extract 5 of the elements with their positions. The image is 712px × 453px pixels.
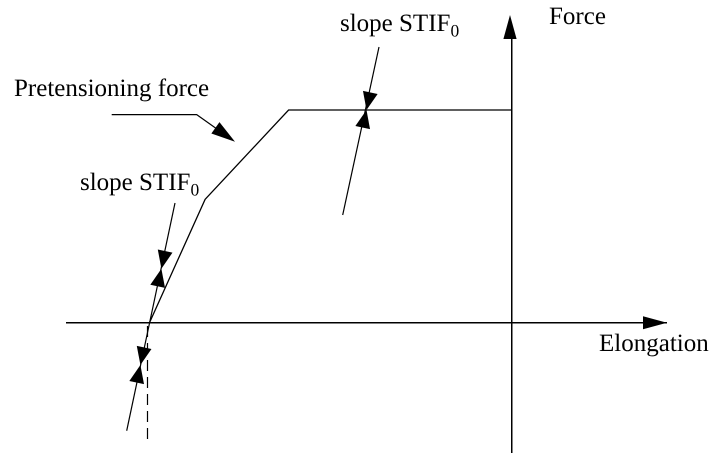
- x-axis-title: Elongation: [599, 330, 710, 357]
- text: slope STIF$_{0}$: [340, 10, 460, 40]
- y-axis-title: Force: [549, 3, 606, 30]
- annotation: slope STIF$_{0}$: [80, 169, 200, 200]
- text: Pretensioning force: [14, 75, 210, 102]
